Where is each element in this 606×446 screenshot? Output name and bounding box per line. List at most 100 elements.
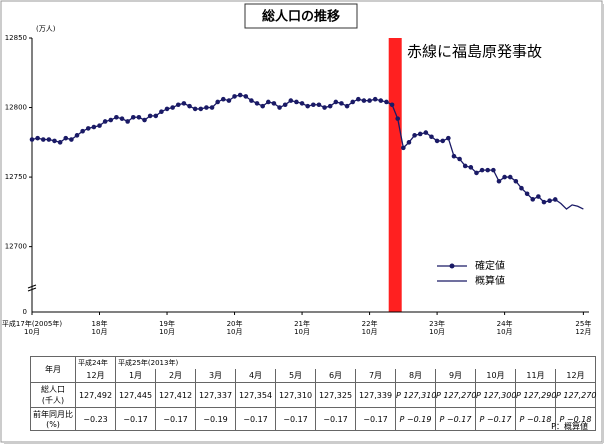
point bbox=[226, 98, 232, 103]
point bbox=[502, 174, 507, 180]
month-label: 2月 bbox=[155, 369, 196, 383]
year-label: 平成24年 bbox=[75, 356, 116, 369]
month-label: 11月 bbox=[515, 369, 556, 383]
annotation: 赤線に福島原発事故 bbox=[407, 43, 542, 61]
table-cell: 127,337 bbox=[195, 382, 236, 408]
point bbox=[384, 99, 389, 105]
point bbox=[102, 119, 108, 124]
table-note: P：概算値 bbox=[551, 422, 588, 431]
row-label-line: 総人口 bbox=[41, 385, 65, 394]
point bbox=[69, 137, 74, 142]
point bbox=[192, 106, 198, 112]
row-label-line: (%) bbox=[46, 420, 60, 429]
month-label: 4月 bbox=[235, 369, 276, 383]
series-line bbox=[554, 198, 584, 210]
point bbox=[74, 133, 80, 138]
x-tick-label: 20年 bbox=[227, 319, 243, 328]
point bbox=[356, 96, 361, 102]
table-cell: −0.17 bbox=[235, 407, 276, 431]
point bbox=[299, 101, 305, 106]
point bbox=[316, 102, 322, 108]
x-tick-label: 10月 bbox=[362, 328, 378, 336]
point bbox=[468, 165, 474, 170]
table-cell: P −0.17 bbox=[435, 407, 476, 431]
x-tick-label: 12月 bbox=[575, 328, 591, 336]
x-tick-label: 19年 bbox=[159, 319, 175, 328]
point bbox=[108, 117, 114, 123]
point bbox=[406, 140, 412, 145]
month-label: 1月 bbox=[115, 369, 156, 383]
point bbox=[372, 96, 378, 102]
table-cell: −0.17 bbox=[355, 407, 396, 431]
point bbox=[164, 106, 170, 112]
title-box bbox=[244, 3, 358, 29]
table-cell: P −0.19 bbox=[395, 407, 436, 431]
row-label-line: 前年同月比 bbox=[33, 410, 73, 419]
point bbox=[434, 138, 440, 144]
point bbox=[237, 92, 243, 98]
point bbox=[63, 135, 69, 141]
y-unit: (万人) bbox=[36, 25, 56, 33]
month-label: 12月 bbox=[555, 369, 596, 383]
month-label: 9月 bbox=[435, 369, 476, 383]
point bbox=[40, 137, 46, 142]
point bbox=[524, 191, 530, 197]
series-line bbox=[31, 94, 556, 203]
year-label: 平成25年(2013年) bbox=[115, 356, 596, 369]
point bbox=[429, 134, 434, 140]
table-cell: 127,339 bbox=[355, 382, 396, 408]
table-row: 前年同月比 (%) −0.23 −0.17 −0.17 −0.19 −0.17 −0.17 −0… bbox=[30, 407, 596, 431]
chart-title: 総人口の推移 bbox=[262, 9, 340, 25]
table-row: 12月 1月 2月 3月 4月 5月 6月 7月 8月 9月 10月 11月 12月 bbox=[31, 369, 596, 383]
table-cell: P 127,290 bbox=[515, 382, 556, 408]
row-label-line: (千人) bbox=[41, 396, 65, 405]
point bbox=[220, 96, 226, 102]
month-label: 7月 bbox=[355, 369, 396, 383]
month-label: 5月 bbox=[275, 369, 316, 383]
legend-label: 概算値 bbox=[475, 274, 505, 287]
point bbox=[417, 131, 423, 137]
table-cell: 127,412 bbox=[155, 382, 196, 408]
x-tick-label: 21年 bbox=[294, 319, 310, 328]
point bbox=[474, 170, 479, 176]
point bbox=[57, 140, 63, 145]
highlight-band bbox=[388, 38, 402, 312]
point bbox=[547, 198, 552, 204]
y-tick-label: 12850 bbox=[5, 34, 27, 42]
axis-break bbox=[27, 284, 37, 292]
point bbox=[395, 116, 401, 121]
point bbox=[153, 113, 159, 119]
point bbox=[215, 99, 220, 105]
point bbox=[175, 102, 181, 108]
point bbox=[277, 105, 282, 110]
point bbox=[479, 167, 485, 173]
table-cell: P 127,270 bbox=[555, 382, 596, 408]
month-label: 8月 bbox=[395, 369, 436, 383]
point bbox=[130, 114, 136, 120]
table-cell: −0.19 bbox=[195, 407, 236, 431]
point bbox=[440, 138, 446, 144]
x-tick-label: 23年 bbox=[429, 319, 445, 328]
row-label: 総人口 (千人) bbox=[30, 382, 76, 408]
point bbox=[91, 124, 97, 130]
table-cell: −0.17 bbox=[275, 407, 316, 431]
x-tick-label: 平成17年(2005年) bbox=[2, 319, 62, 328]
point bbox=[266, 99, 271, 105]
point bbox=[80, 128, 85, 134]
table-corner: 年月 bbox=[30, 356, 76, 383]
point bbox=[423, 130, 429, 135]
point bbox=[378, 98, 384, 103]
point bbox=[491, 167, 496, 173]
point bbox=[119, 116, 125, 121]
point bbox=[294, 99, 299, 105]
point bbox=[519, 185, 524, 191]
x-tick-label: 22年 bbox=[362, 319, 378, 328]
point bbox=[254, 101, 260, 106]
point bbox=[457, 156, 462, 162]
month-label: 10月 bbox=[475, 369, 516, 383]
point bbox=[136, 114, 142, 120]
table-cell: P −0.17 bbox=[475, 407, 516, 431]
point bbox=[243, 94, 249, 99]
point bbox=[350, 99, 355, 105]
